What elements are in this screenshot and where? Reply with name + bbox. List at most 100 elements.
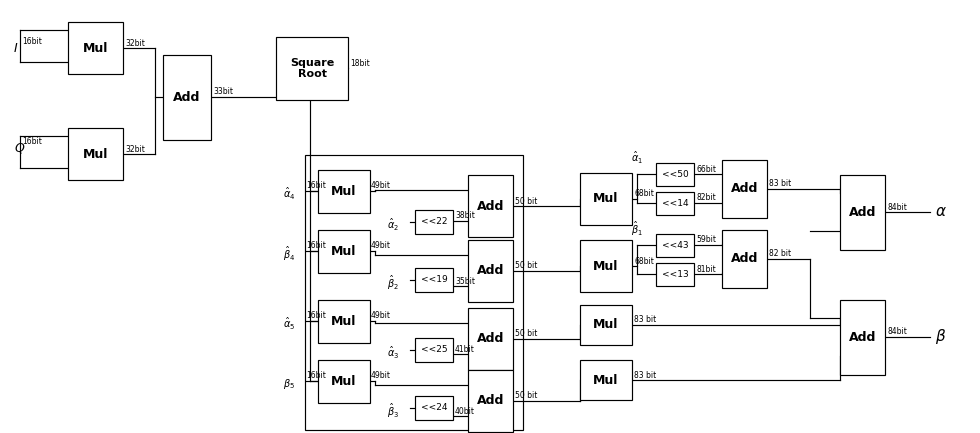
Text: Mul: Mul <box>593 259 618 272</box>
Text: 84bit: 84bit <box>887 327 906 336</box>
Bar <box>468 308 513 370</box>
Text: 83 bit: 83 bit <box>769 180 791 188</box>
Text: $\alpha$: $\alpha$ <box>935 204 947 220</box>
Text: Add: Add <box>477 200 504 213</box>
Text: 59bit: 59bit <box>696 236 716 245</box>
Bar <box>580 360 632 400</box>
Text: Square
Root: Square Root <box>290 58 334 79</box>
Text: <<13: <<13 <box>662 270 688 279</box>
Text: Mul: Mul <box>593 319 618 332</box>
Text: 33bit: 33bit <box>213 87 233 97</box>
Text: $\hat{\alpha}$$_{5}$: $\hat{\alpha}$$_{5}$ <box>283 316 295 332</box>
Text: 50 bit: 50 bit <box>515 391 537 401</box>
Text: I: I <box>14 42 18 55</box>
Text: $\hat{\alpha}$$_{2}$: $\hat{\alpha}$$_{2}$ <box>387 217 399 233</box>
Text: Add: Add <box>849 206 876 219</box>
Text: 50 bit: 50 bit <box>515 197 537 206</box>
Text: 66bit: 66bit <box>696 165 716 174</box>
Text: 83 bit: 83 bit <box>634 371 657 379</box>
Text: 32bit: 32bit <box>125 39 145 48</box>
Bar <box>276 37 348 100</box>
Text: 49bit: 49bit <box>371 181 391 191</box>
Bar <box>580 240 632 292</box>
Bar <box>318 170 370 213</box>
Text: <<14: <<14 <box>662 199 688 208</box>
Text: Mul: Mul <box>331 185 357 198</box>
Text: 16bit: 16bit <box>22 136 42 145</box>
Bar <box>318 300 370 343</box>
Bar <box>580 173 632 225</box>
Bar <box>656 234 694 257</box>
Text: Add: Add <box>173 91 201 104</box>
Bar <box>840 175 885 250</box>
Text: <<22: <<22 <box>420 217 447 226</box>
Text: 68bit: 68bit <box>634 256 654 265</box>
Bar <box>722 230 767 288</box>
Text: 35bit: 35bit <box>455 277 475 285</box>
Text: Mul: Mul <box>331 375 357 388</box>
Text: Q: Q <box>14 142 24 155</box>
Bar <box>318 360 370 403</box>
Text: 16bit: 16bit <box>306 371 326 379</box>
Text: <<24: <<24 <box>420 404 447 413</box>
Text: 16bit: 16bit <box>22 36 42 45</box>
Text: Mul: Mul <box>331 245 357 258</box>
Bar <box>68 22 123 74</box>
Text: <<50: <<50 <box>662 170 688 179</box>
Text: Mul: Mul <box>83 42 108 55</box>
Bar <box>305 155 523 430</box>
Bar <box>163 55 211 140</box>
Text: $\beta$$_{5}$: $\beta$$_{5}$ <box>283 377 295 391</box>
Text: <<43: <<43 <box>662 241 688 250</box>
Bar <box>415 396 453 420</box>
Bar <box>656 163 694 186</box>
Text: 49bit: 49bit <box>371 242 391 251</box>
Bar <box>318 230 370 273</box>
Text: 84bit: 84bit <box>887 203 906 211</box>
Text: 16bit: 16bit <box>306 181 326 190</box>
Bar <box>415 268 453 292</box>
Text: Mul: Mul <box>331 315 357 328</box>
Text: 81bit: 81bit <box>696 265 715 274</box>
Text: Add: Add <box>731 182 759 196</box>
Text: 49bit: 49bit <box>371 311 391 320</box>
Bar <box>68 128 123 180</box>
Bar <box>656 263 694 286</box>
Text: <<25: <<25 <box>420 346 447 355</box>
Text: Add: Add <box>477 265 504 278</box>
Text: $\beta$: $\beta$ <box>935 327 947 346</box>
Text: $\hat{\beta}$$_{2}$: $\hat{\beta}$$_{2}$ <box>387 274 399 292</box>
Text: 41bit: 41bit <box>455 345 475 353</box>
Text: $\hat{\alpha}$$_{4}$: $\hat{\alpha}$$_{4}$ <box>283 186 296 202</box>
Text: Add: Add <box>731 252 759 265</box>
Bar <box>468 240 513 302</box>
Text: Add: Add <box>477 394 504 407</box>
Text: Mul: Mul <box>593 193 618 206</box>
Text: Mul: Mul <box>593 374 618 387</box>
Text: Add: Add <box>849 331 876 344</box>
Text: $\hat{\alpha}_1$: $\hat{\alpha}_1$ <box>631 150 643 166</box>
Text: 40bit: 40bit <box>455 407 475 416</box>
Text: 82bit: 82bit <box>696 194 715 203</box>
Text: <<19: <<19 <box>420 275 448 284</box>
Bar <box>656 192 694 215</box>
Text: 83 bit: 83 bit <box>634 316 657 324</box>
Text: $\hat{\beta}$$_{3}$: $\hat{\beta}$$_{3}$ <box>387 402 399 420</box>
Bar <box>722 160 767 218</box>
Bar <box>580 305 632 345</box>
Bar <box>415 338 453 362</box>
Text: 82 bit: 82 bit <box>769 249 791 259</box>
Text: Mul: Mul <box>83 148 108 161</box>
Text: 50 bit: 50 bit <box>515 262 537 271</box>
Text: 32bit: 32bit <box>125 145 145 154</box>
Bar <box>415 210 453 234</box>
Bar <box>468 175 513 237</box>
Text: 49bit: 49bit <box>371 372 391 381</box>
Text: 38bit: 38bit <box>455 211 475 220</box>
Text: 16bit: 16bit <box>306 310 326 320</box>
Text: $\hat{\alpha}$$_{3}$: $\hat{\alpha}$$_{3}$ <box>387 345 399 361</box>
Text: 68bit: 68bit <box>634 190 654 198</box>
Bar <box>468 370 513 432</box>
Bar <box>840 300 885 375</box>
Text: $\hat{\beta}_1$: $\hat{\beta}_1$ <box>631 220 643 238</box>
